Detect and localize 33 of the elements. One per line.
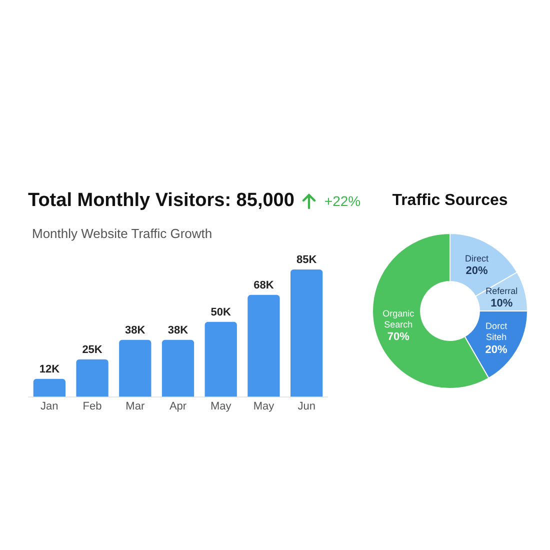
data-label: 50K [210, 306, 231, 318]
data-label: 70% [387, 330, 410, 343]
data-label: 20% [485, 344, 508, 356]
text: +22% [324, 193, 361, 209]
data-label: 38K [125, 324, 146, 336]
slice-label: Dorct Siteh [486, 321, 508, 342]
chart-title: Total Monthly Visitors: 85,000 [28, 190, 294, 212]
bar [204, 322, 237, 397]
data-label: 12K [39, 363, 60, 376]
x-tick-label: Apr [169, 400, 187, 412]
bar [76, 359, 108, 397]
bar [119, 340, 152, 397]
data-label: 68K [254, 279, 274, 292]
slice-label: Organic Search [382, 308, 415, 330]
data-label: 38K [168, 324, 188, 336]
x-tick-label: May [210, 400, 232, 412]
data-label: 20% [466, 265, 488, 278]
chart-title: Traffic Sources [391, 192, 509, 210]
bar [248, 294, 280, 397]
data-label: 85K [296, 254, 317, 266]
x-tick-label: Mar [126, 400, 145, 412]
x-tick-label: May [253, 400, 275, 412]
data-label: 10% [490, 298, 513, 310]
chart-subtitle: Monthly Website Traffic Growth [32, 226, 214, 241]
slice-label: Referral [486, 286, 518, 296]
x-tick-label: Feb [82, 400, 102, 412]
data-label: 25K [82, 344, 102, 356]
bar [290, 269, 323, 397]
x-tick-label: Jun [298, 400, 316, 412]
slice-label: Direct [464, 254, 489, 264]
x-tick-label: Jan [40, 400, 58, 412]
bar [162, 340, 194, 397]
bar [33, 378, 66, 397]
